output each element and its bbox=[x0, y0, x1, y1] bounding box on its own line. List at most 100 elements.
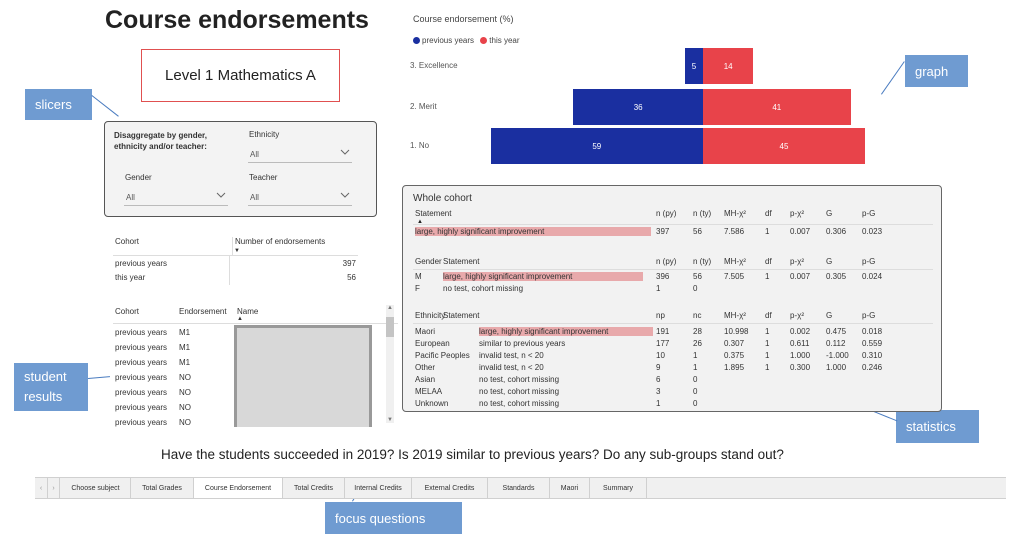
data-label: 5 bbox=[691, 61, 697, 71]
student-results-table: Cohort Endorsement Name ▲ previous years… bbox=[113, 303, 398, 427]
student-results-callout-label: student results bbox=[24, 369, 67, 404]
endorsements-column-header[interactable]: Number of endorsements bbox=[232, 237, 325, 255]
scroll-down-icon[interactable]: ▼ bbox=[387, 417, 393, 423]
subject-label: Level 1 Mathematics A bbox=[165, 67, 316, 84]
stats-cell: Maori bbox=[415, 327, 436, 336]
count-cell: 56 bbox=[347, 273, 356, 282]
tab-internal-credits[interactable]: Internal Credits bbox=[345, 478, 412, 498]
tab-label: Internal Credits bbox=[354, 484, 402, 492]
stats-cell: -1.000 bbox=[826, 351, 849, 360]
student-results-callout: student results bbox=[14, 363, 88, 411]
bar-previous-years[interactable]: 59 bbox=[490, 128, 703, 164]
ethnicity-dropdown-value: All bbox=[250, 150, 259, 159]
statistics-callout-label: statistics bbox=[906, 419, 956, 434]
stats-cell: 1 bbox=[656, 284, 661, 293]
bar-previous-years[interactable]: 5 bbox=[685, 48, 703, 84]
divider bbox=[413, 269, 933, 270]
stats-cell: 0.559 bbox=[862, 339, 883, 348]
endorsement-column-header[interactable]: Endorsement bbox=[179, 307, 227, 316]
table-row: previous years 397 bbox=[113, 256, 358, 270]
bar-previous-years[interactable]: 36 bbox=[573, 89, 703, 125]
name-redacted-block bbox=[234, 325, 372, 427]
category-label: 2. Merit bbox=[410, 102, 437, 111]
stats-cell: large, highly significant improvement bbox=[415, 227, 651, 236]
teacher-dropdown[interactable]: All bbox=[248, 189, 352, 206]
slicer-panel: Disaggregate by gender, ethnicity and/or… bbox=[104, 121, 377, 217]
stats-cell: 0.002 bbox=[790, 327, 811, 336]
data-label: 45 bbox=[779, 141, 789, 151]
stats-cell: large, highly significant improvement bbox=[479, 327, 653, 336]
stats-column-header: MH-χ² bbox=[724, 209, 746, 218]
scrollbar-thumb[interactable] bbox=[386, 317, 394, 337]
stats-column-header: df bbox=[765, 209, 772, 218]
gender-dropdown[interactable]: All bbox=[124, 189, 228, 206]
tab-choose-subject[interactable]: Choose subject bbox=[61, 478, 131, 498]
tab-label: Summary bbox=[603, 484, 633, 492]
data-label: 14 bbox=[723, 61, 733, 71]
scrollbar[interactable]: ▲ ▼ bbox=[386, 305, 394, 423]
table-row: previous years M1 bbox=[113, 354, 398, 369]
name-column-header[interactable]: Name bbox=[237, 307, 259, 316]
table-row: previous years M1 bbox=[113, 324, 398, 339]
table-row: Pacific Peoples invalid test, n < 20 10 1 0.… bbox=[403, 350, 933, 362]
stats-cell: 1.000 bbox=[826, 363, 847, 372]
legend-item-previous[interactable]: previous years bbox=[413, 36, 474, 45]
prev-page-icon[interactable]: ‹ bbox=[35, 478, 48, 498]
gender-dropdown-value: All bbox=[126, 193, 135, 202]
stats-cell: 1 bbox=[765, 227, 770, 236]
legend-item-this-year[interactable]: this year bbox=[480, 36, 520, 45]
bar-this-year[interactable]: 41 bbox=[703, 89, 851, 125]
stats-column-header: p-χ² bbox=[790, 257, 804, 266]
bar-this-year[interactable]: 45 bbox=[703, 128, 865, 164]
count-cell: 397 bbox=[342, 259, 356, 268]
tab-course-endorsement[interactable]: Course Endorsement bbox=[194, 478, 283, 498]
stats-column-header: G bbox=[826, 311, 833, 320]
scroll-up-icon[interactable]: ▲ bbox=[387, 305, 393, 311]
graph-callout: graph bbox=[905, 55, 968, 87]
stats-cell: Asian bbox=[415, 375, 436, 384]
cohort-cell: previous years bbox=[115, 259, 168, 268]
table-row: large, highly significant improvement 397… bbox=[403, 226, 933, 238]
student-results-leader-line bbox=[88, 376, 111, 379]
legend-swatch bbox=[413, 37, 420, 45]
stats-cell: 1.000 bbox=[790, 351, 811, 360]
stats-column-header: n (py) bbox=[656, 257, 677, 266]
cohort-column-header[interactable]: Cohort bbox=[115, 307, 140, 316]
stats-column-header: p-G bbox=[862, 209, 876, 218]
tab-standards[interactable]: Standards bbox=[488, 478, 550, 498]
cohort-summary-table: Cohort Number of endorsements ▼ previous… bbox=[113, 235, 358, 285]
stats-cell: 10.998 bbox=[724, 327, 749, 336]
sort-descending-icon: ▼ bbox=[234, 248, 240, 254]
tab-label: Standards bbox=[502, 484, 535, 492]
stats-column-header: Gender bbox=[415, 257, 442, 266]
chart-legend: previous years this year bbox=[413, 36, 520, 45]
stats-column-header: n (ty) bbox=[693, 257, 712, 266]
stats-cell: MELAA bbox=[415, 387, 443, 396]
tab-maori[interactable]: Maori bbox=[550, 478, 590, 498]
stats-cell: 0.305 bbox=[826, 272, 847, 281]
endorsement-cell: NO bbox=[179, 388, 191, 397]
chevron-down-icon bbox=[340, 149, 350, 155]
next-page-icon[interactable]: › bbox=[48, 478, 60, 498]
category-label: 3. Excellence bbox=[410, 61, 458, 70]
tab-summary[interactable]: Summary bbox=[590, 478, 647, 498]
focus-questions-callout-label: focus questions bbox=[335, 510, 426, 526]
category-label: 1. No bbox=[410, 141, 430, 150]
tab-total-credits[interactable]: Total Credits bbox=[283, 478, 345, 498]
cohort-column-header[interactable]: Cohort bbox=[115, 237, 140, 246]
ethnicity-dropdown[interactable]: All bbox=[248, 146, 352, 163]
slicer-heading: Disaggregate by gender, ethnicity and/or… bbox=[114, 131, 207, 151]
stats-column-header: n (py) bbox=[656, 209, 677, 218]
stats-cell: 1 bbox=[656, 399, 661, 408]
table-row: Asian no test, cohort missing 6 0 bbox=[403, 374, 933, 386]
tab-total-grades[interactable]: Total Grades bbox=[131, 478, 194, 498]
stats-cell: 26 bbox=[693, 339, 702, 348]
stats-column-header: G bbox=[826, 257, 833, 266]
stats-cell: 0.475 bbox=[826, 327, 847, 336]
stats-cell: F bbox=[415, 284, 420, 293]
bar-this-year[interactable]: 14 bbox=[703, 48, 754, 84]
stats-cell: 0.112 bbox=[826, 339, 846, 348]
tab-external-credits[interactable]: External Credits bbox=[412, 478, 488, 498]
